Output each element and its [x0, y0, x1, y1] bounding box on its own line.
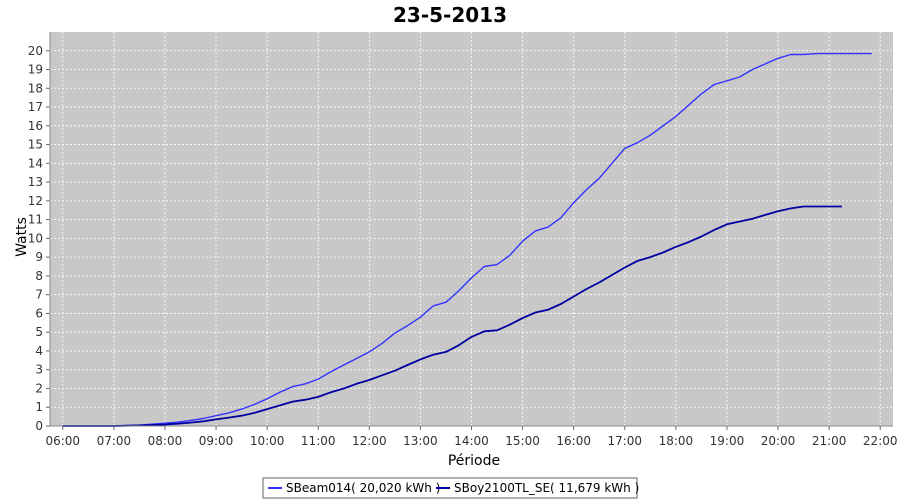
y-tick-label: 10 [28, 231, 43, 245]
series-line-0 [62, 52, 872, 427]
y-tick-label: 8 [35, 269, 43, 283]
x-axis-ticks: 06:00 07:00 08:00 09:00 10:00 11:00 12:00 13:00… [45, 426, 898, 448]
legend-item-label: SBoy2100TL_SE( 11,679 kWh ) [454, 481, 639, 495]
x-tick-label: 22:00 [863, 434, 898, 448]
y-tick-label: 3 [35, 363, 43, 377]
y-tick-label: 5 [35, 325, 43, 339]
y-tick-label: 0 [35, 419, 43, 433]
x-tick-label: 13:00 [403, 434, 438, 448]
series-lines [62, 52, 872, 427]
y-tick-label: 20 [28, 44, 43, 58]
series-line-1 [62, 205, 842, 427]
legend-item-label: SBeam014( 20,020 kWh ) [286, 481, 440, 495]
x-tick-label: 08:00 [148, 434, 183, 448]
y-tick-label: 6 [35, 306, 43, 320]
y-tick-label: 15 [28, 138, 43, 152]
x-tick-label: 14:00 [454, 434, 489, 448]
x-tick-label: 19:00 [710, 434, 745, 448]
y-tick-label: 16 [28, 119, 43, 133]
y-tick-label: 11 [28, 213, 43, 227]
x-tick-label: 11:00 [301, 434, 336, 448]
x-tick-label: 09:00 [199, 434, 234, 448]
y-tick-label: 14 [28, 156, 43, 170]
chart-title: 23-5-2013 [393, 3, 507, 27]
x-tick-label: 20:00 [761, 434, 796, 448]
y-tick-label: 9 [35, 250, 43, 264]
y-tick-label: 12 [28, 194, 43, 208]
y-tick-label: 17 [28, 100, 43, 114]
y-tick-label: 7 [35, 288, 43, 302]
legend: SBeam014( 20,020 kWh ) SBoy2100TL_SE( 11,… [262, 477, 639, 499]
x-tick-label: 17:00 [607, 434, 642, 448]
y-tick-label: 4 [35, 344, 43, 358]
x-tick-label: 15:00 [505, 434, 540, 448]
x-tick-label: 06:00 [45, 434, 80, 448]
y-tick-label: 13 [28, 175, 43, 189]
x-tick-label: 18:00 [659, 434, 694, 448]
x-tick-label: 16:00 [556, 434, 591, 448]
x-tick-label: 10:00 [250, 434, 285, 448]
x-axis-label: Période [448, 453, 500, 469]
y-tick-label: 1 [35, 400, 43, 414]
y-tick-label: 18 [28, 81, 43, 95]
y-tick-label: 2 [35, 381, 43, 395]
grid-lines [50, 32, 893, 427]
y-axis-label: Watts [14, 217, 30, 257]
y-tick-label: 19 [28, 63, 43, 77]
x-tick-label: 21:00 [812, 434, 847, 448]
x-tick-label: 07:00 [97, 434, 132, 448]
x-tick-label: 12:00 [352, 434, 387, 448]
